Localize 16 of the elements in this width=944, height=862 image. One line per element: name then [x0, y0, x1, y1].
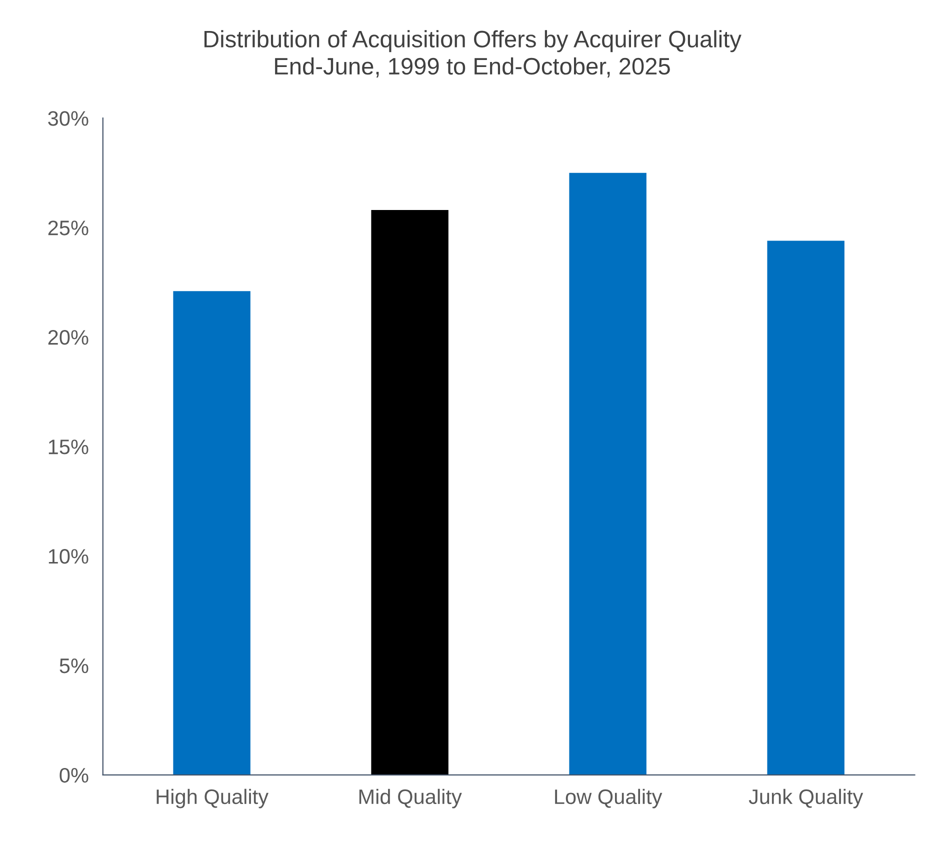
bar	[569, 172, 646, 775]
bar	[173, 291, 250, 775]
bar	[371, 210, 448, 775]
x-tick-label: Low Quality	[555, 788, 662, 808]
x-tick-label: Junk Quality	[748, 788, 864, 808]
y-tick-label: 30%	[48, 111, 88, 126]
y-tick-label: 10%	[48, 548, 88, 564]
y-tick-label: 20%	[48, 330, 88, 345]
y-tick-label: 5%	[60, 658, 88, 674]
y-tick-label: 25%	[48, 220, 88, 236]
bar	[767, 240, 844, 775]
chart-title: Distribution of Acquisition Offers by Acquirer Quality End-June, 1999 to End-October, 2025	[204, 30, 742, 78]
x-tick-label: Mid Quality	[359, 788, 462, 808]
y-tick-label: 0%	[60, 768, 88, 783]
y-tick-label: 15%	[48, 440, 88, 454]
x-tick-label: High Quality	[156, 788, 268, 808]
